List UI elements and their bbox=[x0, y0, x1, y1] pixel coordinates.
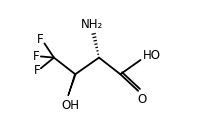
Text: O: O bbox=[137, 93, 146, 106]
Text: NH₂: NH₂ bbox=[81, 18, 103, 31]
Text: F: F bbox=[37, 33, 44, 46]
Text: F: F bbox=[33, 64, 40, 77]
Polygon shape bbox=[68, 74, 76, 96]
Text: OH: OH bbox=[61, 99, 79, 112]
Text: HO: HO bbox=[143, 49, 161, 62]
Text: F: F bbox=[33, 50, 40, 63]
